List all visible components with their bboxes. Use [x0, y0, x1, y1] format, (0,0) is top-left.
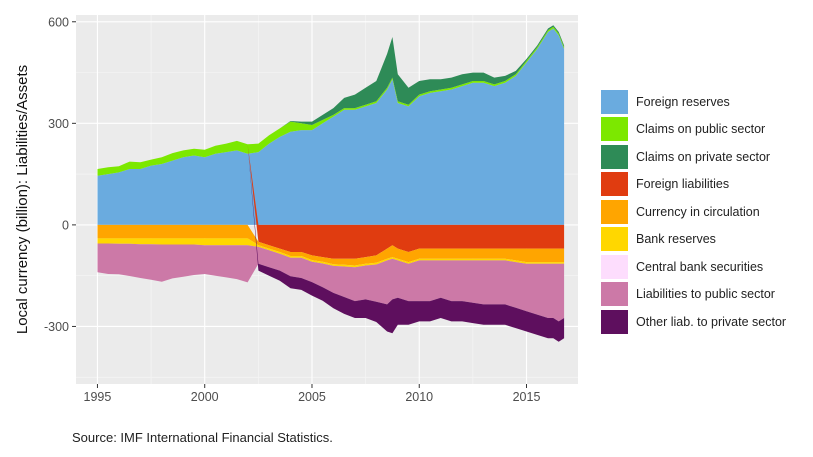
legend-label: Liabilities to public sector [636, 287, 775, 302]
x-tick-label: 2000 [191, 390, 219, 404]
area-currency-in-circulation [97, 224, 565, 266]
legend-swatch [601, 172, 628, 197]
legend-label: Claims on private sector [636, 149, 771, 164]
legend-swatch [601, 309, 628, 334]
x-tick-label: 2005 [298, 390, 326, 404]
legend-item-central-bank-securities: Central bank securities [601, 253, 786, 281]
source-note: Source: IMF International Financial Stat… [72, 430, 333, 445]
area-liabilities-to-public-sector [97, 243, 565, 322]
legend-label: Currency in circulation [636, 204, 760, 219]
legend-swatch [601, 227, 628, 252]
legend-label: Other liab. to private sector [636, 314, 787, 329]
x-tick-label: 2010 [405, 390, 433, 404]
x-tick-label: 1995 [84, 390, 112, 404]
legend-label: Foreign liabilities [636, 177, 730, 192]
legend-swatch [601, 89, 628, 114]
y-tick-label: 600 [48, 15, 69, 29]
legend-swatch [601, 199, 628, 224]
x-tick-label: 2015 [513, 390, 541, 404]
legend-item-liabilities-to-public-sector: Liabilities to public sector [601, 281, 786, 309]
legend-label: Bank reserves [636, 232, 716, 247]
legend-item-claims-on-public-sector: Claims on public sector [601, 116, 786, 144]
legend-item-currency-in-circulation: Currency in circulation [601, 198, 786, 226]
legend-swatch [601, 144, 628, 169]
area-foreign-liabilities [97, 140, 565, 259]
y-tick-label: 0 [62, 218, 69, 232]
legend-swatch [601, 254, 628, 279]
legend-swatch [601, 117, 628, 142]
area-bank-reserves [97, 238, 565, 268]
legend-label: Central bank securities [636, 259, 764, 274]
legend-label: Claims on public sector [636, 122, 766, 137]
legend-item-other-liab-to-private-sector: Other liab. to private sector [601, 308, 786, 336]
legend-label: Foreign reserves [636, 94, 730, 109]
y-tick-label: -300 [44, 320, 69, 334]
y-axis-title: Local currency (billion): Liabilities/As… [14, 65, 31, 334]
legend-item-claims-on-private-sector: Claims on private sector [601, 143, 786, 171]
legend-item-bank-reserves: Bank reserves [601, 226, 786, 254]
legend-item-foreign-liabilities: Foreign liabilities [601, 171, 786, 199]
legend: Foreign reserves Claims on public sector C… [601, 88, 786, 336]
area-foreign-reserves [97, 28, 565, 225]
legend-swatch [601, 282, 628, 307]
legend-item-foreign-reserves: Foreign reserves [601, 88, 786, 116]
area-other-liab-to-private-sector [97, 140, 565, 342]
y-tick-label: 300 [48, 117, 69, 131]
